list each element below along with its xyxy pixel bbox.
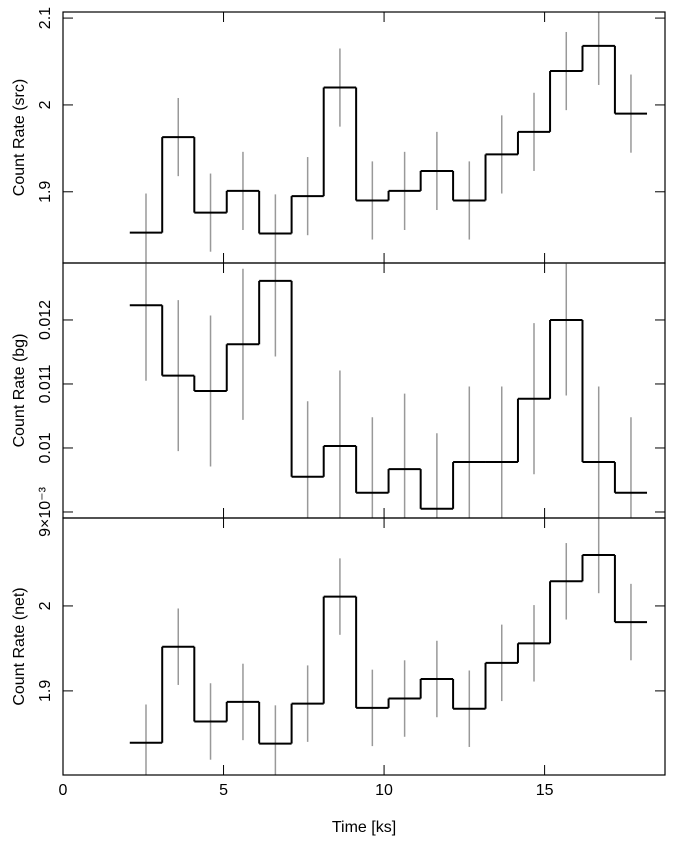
x-tick-label: 10: [375, 782, 393, 799]
plot-area: [129, 518, 648, 775]
x-axis-label: Time [ks]: [332, 819, 396, 836]
y-tick-label: 1.9: [37, 181, 54, 203]
y-tick-label: 2: [37, 100, 54, 109]
y-tick-label: 0.01: [37, 432, 54, 463]
plot-area: [129, 263, 648, 518]
y-tick-label: 2.1: [37, 7, 54, 29]
y-tick-label: 9×10⁻³: [37, 486, 54, 536]
x-tick-label: 15: [536, 782, 554, 799]
y-tick-label: 1.9: [37, 680, 54, 702]
y-axis-label: Count Rate (net): [11, 587, 28, 705]
y-tick-label: 0.011: [37, 364, 54, 403]
y-tick-label: 2: [37, 601, 54, 610]
y-tick-label: 0.012: [37, 300, 54, 340]
x-tick-label: 0: [59, 782, 68, 799]
panel-frame: [62, 262, 666, 519]
x-tick-label: 5: [219, 782, 228, 799]
plot-area: [129, 12, 648, 263]
y-axis-label: Count Rate (bg): [11, 334, 28, 448]
panel-frame: [62, 11, 666, 264]
y-axis-label: Count Rate (src): [11, 79, 28, 196]
panel-frame: [62, 517, 666, 776]
